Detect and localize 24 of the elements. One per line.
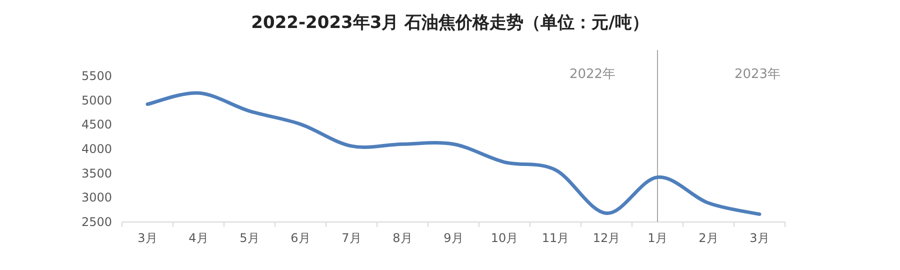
y-tick-label: 5500 xyxy=(81,69,112,83)
chart-title: 2022-2023年3月 石油焦价格走势（单位：元/吨） xyxy=(251,13,649,33)
y-tick-label: 3500 xyxy=(81,166,112,180)
annotation: 2022年 xyxy=(569,67,616,82)
line-series xyxy=(146,91,762,216)
x-tick-label: 4月 xyxy=(188,231,208,245)
x-tick-label: 9月 xyxy=(444,231,464,245)
y-tick-label: 2500 xyxy=(81,215,112,229)
x-tick-label: 12月 xyxy=(592,231,620,245)
x-tick-label: 2月 xyxy=(698,231,718,245)
x-tick-label: 11月 xyxy=(542,231,570,245)
x-tick-label: 3月 xyxy=(138,231,158,245)
y-tick-label: 3000 xyxy=(81,190,112,205)
x-tick-label: 6月 xyxy=(290,231,310,245)
x-tick-label: 3月 xyxy=(750,231,770,245)
y-tick-label: 4500 xyxy=(81,118,112,132)
x-tick-label: 1月 xyxy=(648,231,668,245)
annotation: 2023年 xyxy=(734,67,781,82)
x-tick-label: 8月 xyxy=(392,231,412,245)
x-tick-label: 10月 xyxy=(490,231,518,245)
x-tick-label: 7月 xyxy=(342,231,362,245)
y-tick-label: 5000 xyxy=(81,93,112,108)
y-tick-label: 4000 xyxy=(81,142,112,156)
x-tick-label: 5月 xyxy=(240,231,260,245)
